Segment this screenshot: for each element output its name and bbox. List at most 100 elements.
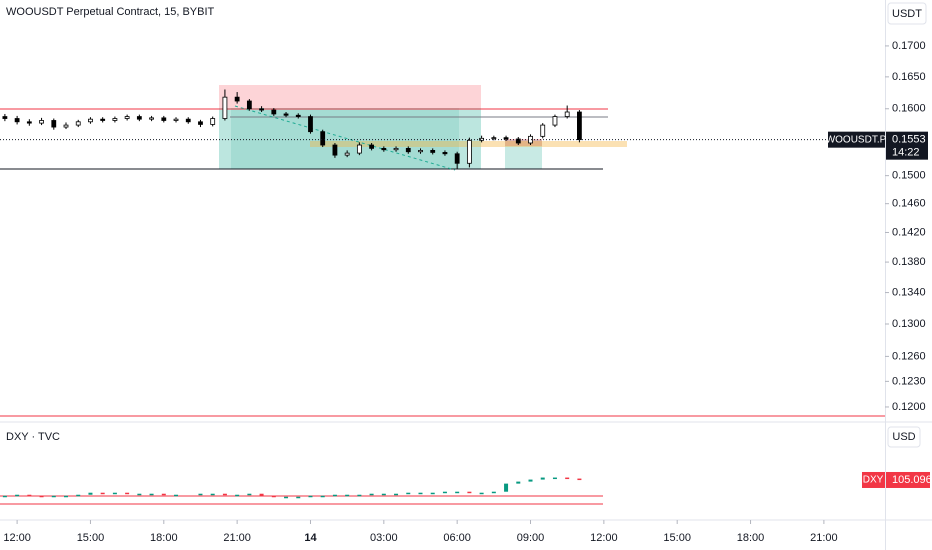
candle-body bbox=[405, 147, 411, 153]
symbol-tag bbox=[862, 471, 885, 488]
candle-body bbox=[308, 116, 313, 133]
candle-body bbox=[394, 493, 399, 496]
candle-body bbox=[149, 493, 154, 496]
candle-body bbox=[246, 100, 252, 110]
candle-body bbox=[210, 118, 216, 125]
currency-label[interactable]: USD bbox=[892, 431, 915, 443]
candle-body bbox=[504, 483, 509, 492]
currency-label[interactable]: USDT bbox=[892, 8, 922, 20]
candle-body bbox=[234, 96, 240, 102]
candle-body bbox=[161, 493, 166, 496]
y-tick-label: 0.1460 bbox=[892, 198, 926, 210]
candle-body bbox=[14, 118, 20, 123]
candle-body bbox=[491, 137, 497, 140]
candle-body bbox=[27, 494, 32, 497]
candle-body bbox=[39, 495, 44, 498]
candle-body bbox=[332, 494, 337, 497]
candle-body bbox=[222, 493, 227, 496]
price-tag bbox=[886, 471, 930, 488]
y-tick-label: 0.1300 bbox=[892, 318, 926, 330]
y-tick-label: 0.1650 bbox=[892, 71, 926, 83]
candle-body bbox=[418, 492, 423, 495]
candle-body bbox=[564, 111, 570, 117]
candle-body bbox=[442, 491, 447, 494]
stop-zone bbox=[219, 85, 481, 108]
candle-body bbox=[540, 477, 545, 480]
x-tick-label: 15:00 bbox=[77, 532, 105, 544]
candle-body bbox=[381, 493, 386, 496]
candle-body bbox=[295, 114, 301, 117]
candle-body bbox=[76, 494, 81, 497]
candle-body bbox=[26, 121, 32, 124]
candle-body bbox=[565, 477, 570, 480]
candle-body bbox=[210, 493, 215, 496]
target-zone bbox=[219, 108, 481, 169]
candle-body bbox=[63, 124, 69, 128]
candle-body bbox=[2, 116, 8, 119]
candle-body bbox=[149, 117, 154, 120]
candle-body bbox=[173, 118, 179, 121]
candle-body bbox=[198, 121, 203, 125]
candle-body bbox=[137, 493, 142, 496]
symbol-label: WOOUSDT.P bbox=[826, 134, 887, 145]
candle-body bbox=[161, 117, 167, 121]
candle-body bbox=[2, 495, 7, 498]
x-tick-label: 18:00 bbox=[150, 532, 178, 544]
candle-body bbox=[552, 477, 557, 480]
x-tick-label: 21:00 bbox=[223, 532, 251, 544]
candle-body bbox=[174, 494, 179, 497]
candle-body bbox=[198, 493, 203, 496]
candle-body bbox=[259, 108, 264, 111]
candle-body bbox=[577, 478, 582, 481]
candle-body bbox=[100, 118, 106, 121]
candle-body bbox=[345, 494, 350, 497]
candle-body bbox=[39, 120, 44, 124]
x-tick-label: 15:00 bbox=[663, 532, 691, 544]
candle-body bbox=[516, 481, 521, 484]
candle-body bbox=[112, 492, 117, 495]
pane-title: DXY · TVC bbox=[6, 431, 60, 443]
candle-body bbox=[540, 124, 546, 137]
candle-body bbox=[430, 492, 435, 495]
y-tick-label: 0.1230 bbox=[892, 375, 926, 387]
candle-body bbox=[454, 153, 460, 164]
candle-body bbox=[284, 496, 289, 499]
y-tick-label: 0.1200 bbox=[892, 401, 926, 413]
candle-body bbox=[88, 492, 93, 495]
candle-body bbox=[51, 495, 56, 498]
candle-body bbox=[467, 491, 472, 494]
candle-body bbox=[332, 144, 338, 156]
candle-body bbox=[296, 496, 301, 499]
price-tag bbox=[886, 131, 928, 160]
candle-body bbox=[552, 116, 558, 126]
candle-body bbox=[381, 147, 387, 151]
candle-body bbox=[308, 495, 313, 498]
candle-body bbox=[515, 138, 521, 144]
target-zone bbox=[505, 140, 542, 169]
candle-body bbox=[112, 118, 118, 121]
candle-body bbox=[406, 492, 411, 495]
x-tick-label: 12:00 bbox=[590, 532, 618, 544]
candle-body bbox=[75, 121, 81, 126]
candle-body bbox=[491, 491, 496, 494]
x-tick-label: 03:00 bbox=[370, 532, 398, 544]
candle-body bbox=[259, 493, 264, 496]
price-label: 105.096 bbox=[892, 474, 932, 486]
trend-line bbox=[234, 105, 456, 171]
y-tick-label: 0.1700 bbox=[892, 40, 926, 52]
candle-body bbox=[356, 144, 362, 154]
x-tick-label: 21:00 bbox=[810, 532, 838, 544]
currency-button[interactable] bbox=[887, 2, 927, 25]
candle-body bbox=[136, 116, 142, 120]
y-tick-label: 0.1600 bbox=[892, 103, 926, 115]
currency-button[interactable] bbox=[887, 426, 921, 448]
countdown-label: 14:22 bbox=[892, 147, 920, 159]
candle-body bbox=[185, 118, 191, 123]
candle-body bbox=[320, 131, 326, 146]
symbol-tag bbox=[828, 131, 885, 148]
candle-body bbox=[320, 495, 325, 498]
candle-body bbox=[455, 491, 460, 494]
